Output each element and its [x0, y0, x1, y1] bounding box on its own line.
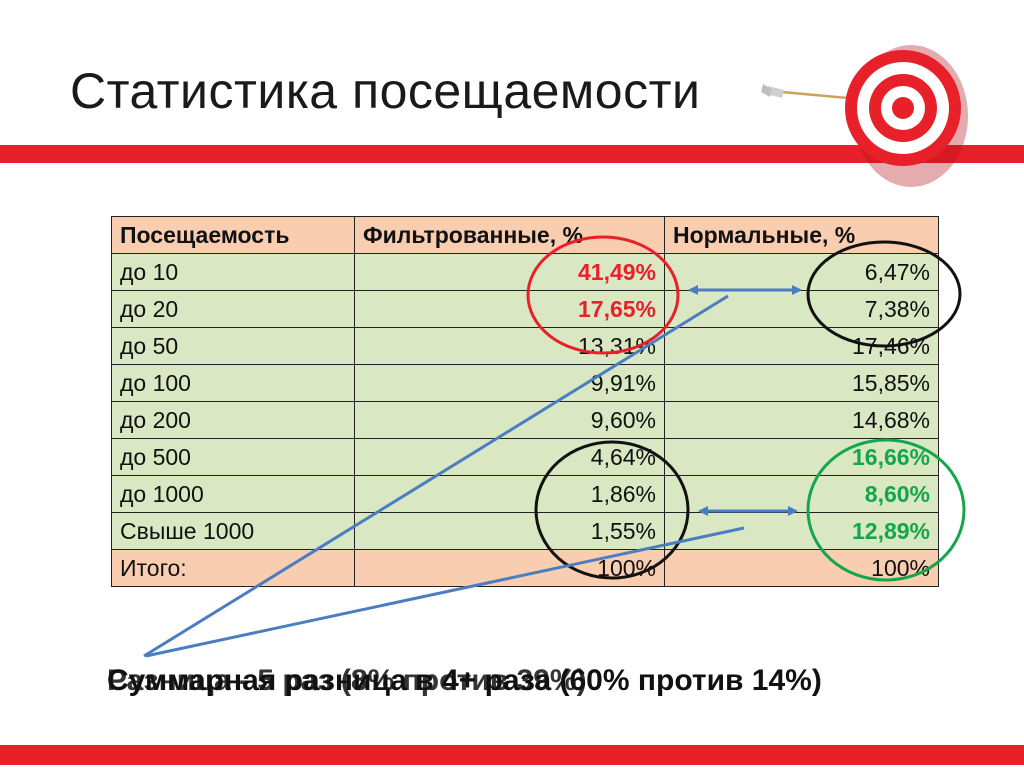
filtered-value: 4,64%	[354, 438, 665, 476]
row-label: до 50	[111, 327, 355, 365]
row-label: Свыше 1000	[111, 512, 355, 550]
filtered-value: 1,86%	[354, 475, 665, 513]
top-red-bar	[0, 145, 1024, 163]
normal-value: 8,60%	[664, 475, 939, 513]
row-label: до 200	[111, 401, 355, 439]
row-label: до 500	[111, 438, 355, 476]
filtered-value: 1,55%	[354, 512, 665, 550]
table-row: до 100 9,91% 15,85%	[111, 364, 939, 402]
table-header-row: Посещаемость Фильтрованные, % Нормальные…	[111, 216, 939, 254]
header-normal: Нормальные, %	[664, 216, 939, 254]
bottom-red-bar	[0, 745, 1024, 765]
table-row: до 50 13,31% 17,46%	[111, 327, 939, 365]
normal-value: 7,38%	[664, 290, 939, 328]
filtered-value: 9,91%	[354, 364, 665, 402]
header-attendance: Посещаемость	[111, 216, 355, 254]
row-label: до 1000	[111, 475, 355, 513]
table-row: до 10 41,49% 6,47%	[111, 253, 939, 291]
filtered-value: 41,49%	[354, 253, 665, 291]
normal-value: 17,46%	[664, 327, 939, 365]
normal-value: 16,66%	[664, 438, 939, 476]
filtered-value: 17,65%	[354, 290, 665, 328]
normal-value: 12,89%	[664, 512, 939, 550]
row-label: до 20	[111, 290, 355, 328]
table-total-row: Итого: 100% 100%	[111, 549, 939, 587]
table-row: до 200 9,60% 14,68%	[111, 401, 939, 439]
caption-line-1: Разница - 5 раз (8% против 39%)	[107, 664, 587, 697]
caption-line-2: Суммарная разница в 4+ раза (60% против …	[107, 664, 822, 697]
table-row: до 20 17,65% 7,38%	[111, 290, 939, 328]
table-row: Свыше 1000 1,55% 12,89%	[111, 512, 939, 550]
normal-value: 6,47%	[664, 253, 939, 291]
row-label: до 100	[111, 364, 355, 402]
header-filtered: Фильтрованные, %	[354, 216, 665, 254]
row-label: до 10	[111, 253, 355, 291]
table-row: до 1000 1,86% 8,60%	[111, 475, 939, 513]
total-filtered: 100%	[354, 549, 665, 587]
target-icon	[761, 45, 968, 187]
attendance-table: Посещаемость Фильтрованные, % Нормальные…	[111, 216, 939, 587]
normal-value: 15,85%	[664, 364, 939, 402]
total-label: Итого:	[111, 549, 355, 587]
filtered-value: 13,31%	[354, 327, 665, 365]
table-row: до 500 4,64% 16,66%	[111, 438, 939, 476]
total-normal: 100%	[664, 549, 939, 587]
filtered-value: 9,60%	[354, 401, 665, 439]
slide-title: Статистика посещаемости	[70, 63, 701, 119]
normal-value: 14,68%	[664, 401, 939, 439]
